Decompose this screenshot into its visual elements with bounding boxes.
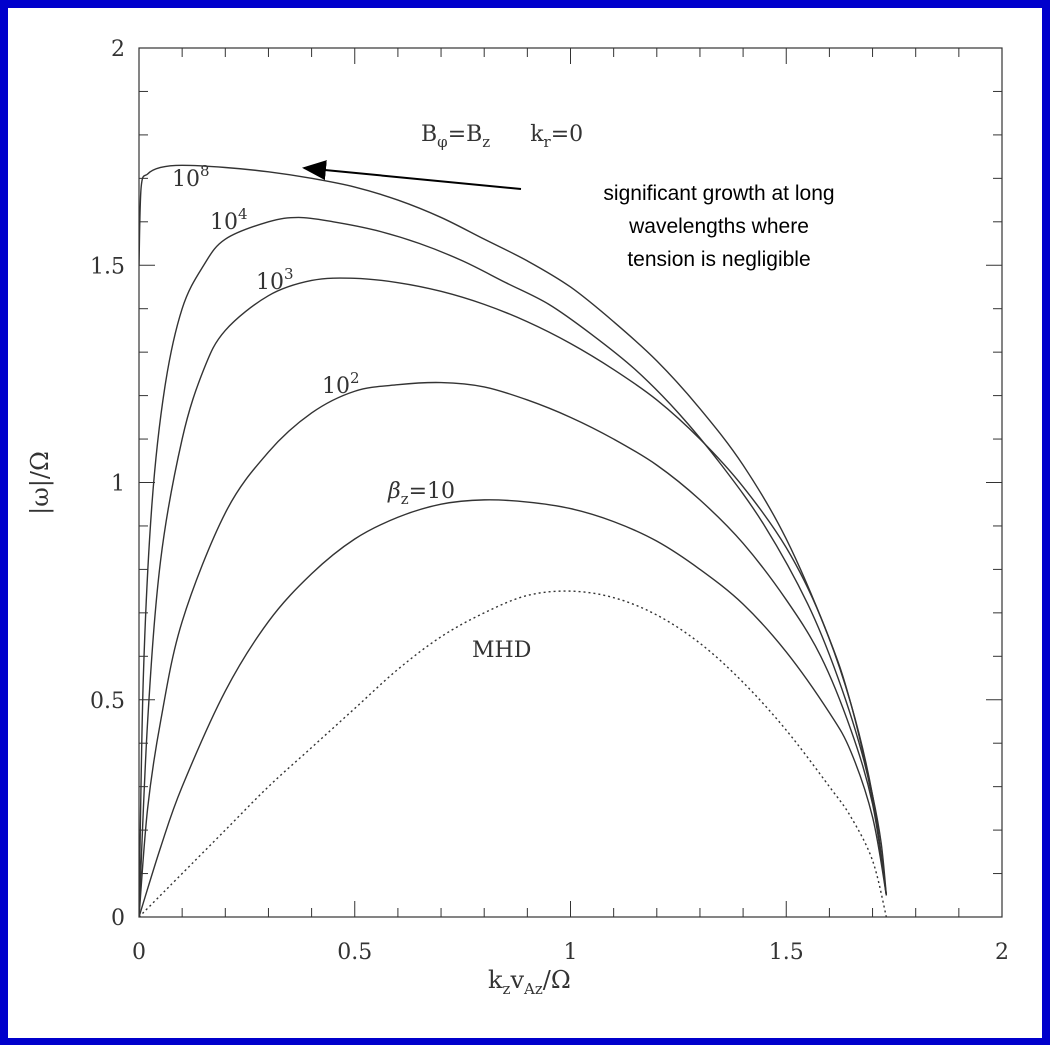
series-label-beta: βz=10 bbox=[387, 479, 455, 508]
plot-frame bbox=[138, 47, 1003, 918]
series-label-1e2: 102 bbox=[322, 369, 360, 399]
x-tick-labels: 0 0.5 1 1.5 2 bbox=[132, 940, 1009, 965]
series-line-3 bbox=[139, 381, 888, 917]
series-line-2 bbox=[139, 277, 888, 917]
curves bbox=[139, 164, 888, 917]
y-tick-label: 1 bbox=[111, 472, 125, 497]
y-tick-label: 1.5 bbox=[90, 254, 125, 279]
tick-marks bbox=[138, 47, 1003, 918]
x-tick-label: 2 bbox=[995, 940, 1009, 965]
x-tick-label: 0.5 bbox=[337, 940, 372, 965]
x-tick-label: 1.5 bbox=[769, 940, 804, 965]
series-line-0 bbox=[139, 164, 888, 896]
y-tick-labels: 0 0.5 1 1.5 2 bbox=[90, 37, 125, 931]
x-tick-label: 1 bbox=[564, 940, 578, 965]
y-tick-label: 2 bbox=[111, 37, 125, 62]
series-line-4 bbox=[139, 499, 888, 917]
x-tick-label: 0 bbox=[132, 940, 146, 965]
series-label-1e8: 108 bbox=[172, 162, 210, 192]
annotation-arrow bbox=[302, 160, 522, 190]
parameter-label: Bφ=Bz kr=0 bbox=[421, 122, 583, 151]
annotation-line-2: wavelengths where bbox=[628, 215, 809, 238]
x-axis-title: kzvAz/Ω bbox=[488, 966, 571, 998]
growth-rate-chart: 0 0.5 1 1.5 2 0 0.5 1 1.5 2 108 104 103 102 βz=1… bbox=[26, 37, 1009, 998]
series-label-1e4: 104 bbox=[210, 205, 248, 235]
y-tick-label: 0.5 bbox=[90, 689, 125, 714]
series-label-1e3: 103 bbox=[256, 265, 294, 295]
series-label-mhd: MHD bbox=[472, 638, 531, 663]
figure-panel: 0 0.5 1 1.5 2 0 0.5 1 1.5 2 108 104 103 102 βz=1… bbox=[8, 8, 1042, 1038]
annotation-line-1: significant growth at long bbox=[603, 182, 834, 205]
annotation-line-3: tension is negligible bbox=[627, 248, 810, 271]
y-axis-title: |ω|/Ω bbox=[26, 451, 55, 515]
y-tick-label: 0 bbox=[111, 906, 125, 931]
series-line-1 bbox=[139, 216, 888, 917]
